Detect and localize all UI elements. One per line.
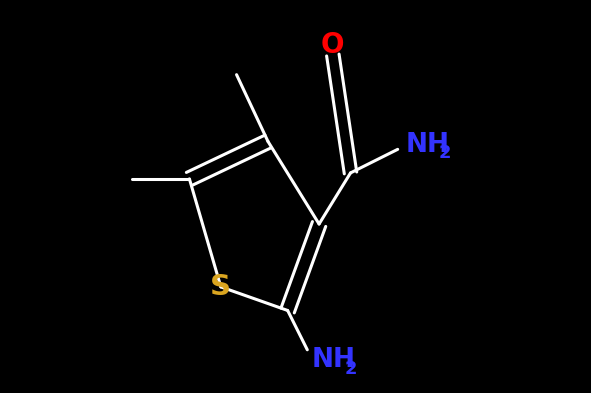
Text: 2: 2 xyxy=(345,360,357,378)
Text: NH: NH xyxy=(311,347,355,373)
Text: NH: NH xyxy=(405,132,450,158)
Text: O: O xyxy=(321,31,345,59)
Text: S: S xyxy=(210,273,231,301)
Text: 2: 2 xyxy=(439,144,452,162)
